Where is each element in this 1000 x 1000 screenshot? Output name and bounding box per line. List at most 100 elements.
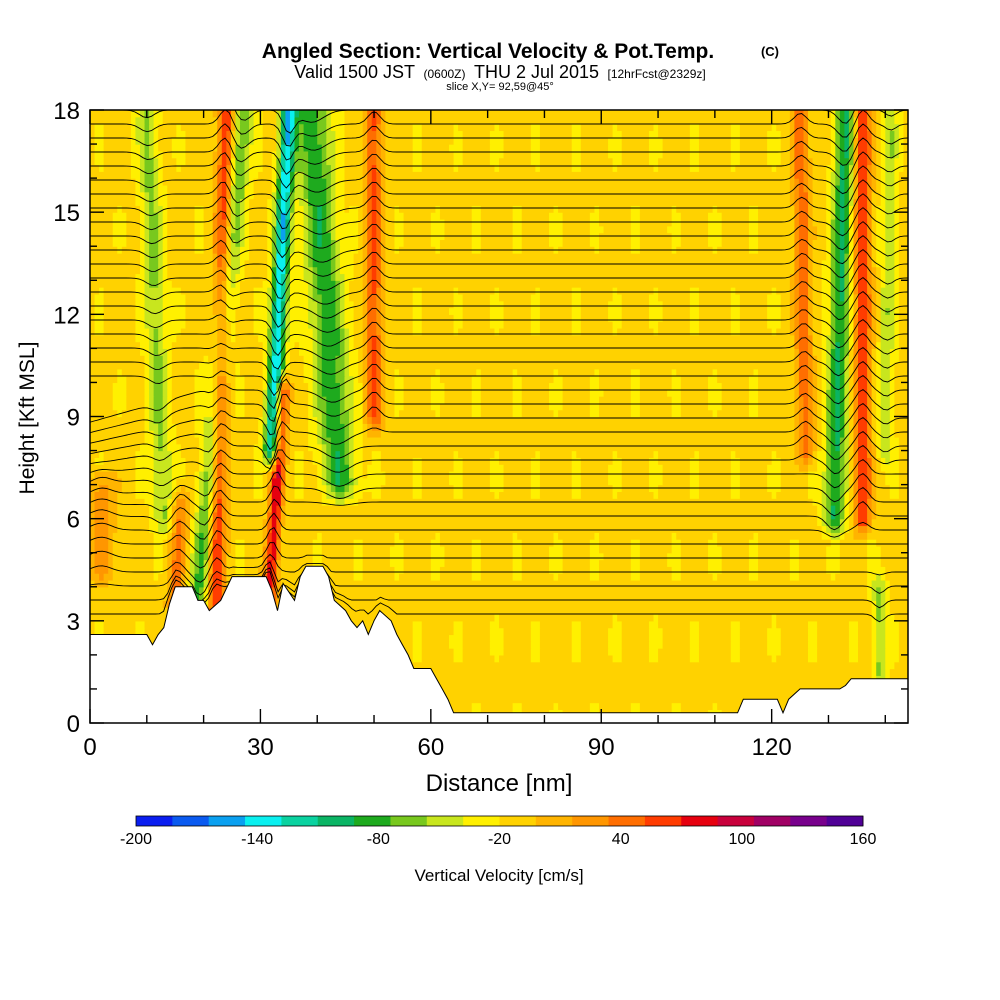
velocity-cell: [880, 668, 886, 676]
velocity-cell: [285, 491, 296, 499]
velocity-cell: [339, 266, 355, 275]
velocity-cell: [858, 375, 868, 384]
velocity-cell: [285, 130, 291, 138]
velocity-cell: [789, 280, 795, 288]
velocity-cell: [144, 137, 150, 145]
velocity-cell: [189, 539, 196, 547]
velocity-cell: [312, 382, 318, 390]
velocity-cell: [571, 137, 582, 145]
velocity-cell: [335, 484, 346, 493]
velocity-cell: [898, 470, 908, 479]
velocity-cell: [594, 532, 600, 540]
velocity-cell: [235, 362, 241, 370]
velocity-cell: [480, 545, 514, 554]
velocity-cell: [149, 355, 155, 363]
velocity-cell: [339, 287, 346, 295]
velocity-cell: [199, 566, 205, 574]
velocity-cell: [898, 171, 908, 179]
velocity-cell: [794, 123, 805, 132]
velocity-cell: [839, 232, 845, 241]
velocity-cell: [230, 273, 237, 281]
velocity-cell: [149, 259, 159, 268]
velocity-cell: [339, 321, 346, 329]
velocity-cell: [708, 389, 723, 397]
velocity-cell: [898, 443, 908, 452]
velocity-cell: [230, 137, 237, 145]
velocity-cell: [335, 470, 341, 479]
velocity-cell: [135, 273, 146, 281]
velocity-cell: [844, 484, 850, 493]
velocity-cell: [885, 212, 895, 220]
velocity-cell: [344, 178, 364, 186]
velocity-cell: [321, 293, 336, 302]
velocity-cell: [767, 464, 782, 472]
velocity-cell: [108, 552, 114, 561]
velocity-cell: [830, 341, 836, 349]
velocity-cell: [808, 634, 818, 642]
velocity-cell: [903, 144, 908, 152]
velocity-cell: [362, 218, 368, 227]
velocity-cell: [771, 654, 777, 663]
velocity-cell: [167, 511, 173, 520]
velocity-cell: [780, 464, 800, 472]
velocity-cell: [185, 525, 191, 533]
velocity-cell: [889, 396, 895, 404]
velocity-cell: [794, 321, 800, 329]
velocity-cell: [598, 375, 632, 384]
velocity-cell: [276, 464, 282, 472]
velocity-cell: [212, 212, 218, 220]
velocity-cell: [830, 389, 836, 397]
velocity-cell: [830, 430, 836, 438]
velocity-cell: [821, 368, 827, 377]
velocity-cell: [208, 545, 214, 554]
velocity-cell: [830, 382, 836, 390]
velocity-cell: [280, 205, 287, 213]
velocity-cell: [189, 545, 196, 554]
velocity-cell: [817, 355, 823, 363]
velocity-cell: [335, 130, 346, 138]
theta-contour-line: [90, 235, 908, 273]
velocity-cell: [889, 423, 895, 431]
velocity-cell: [871, 334, 877, 343]
velocity-cell: [280, 532, 318, 540]
velocity-cell: [876, 130, 882, 138]
velocity-cell: [230, 171, 237, 179]
velocity-cell: [339, 402, 346, 411]
velocity-cell: [376, 184, 382, 193]
velocity-cell: [808, 654, 818, 663]
velocity-cell: [821, 409, 827, 418]
velocity-cell: [135, 477, 155, 486]
velocity-cell: [308, 321, 318, 329]
velocity-cell: [767, 307, 782, 315]
velocity-cell: [321, 300, 336, 309]
velocity-cell: [835, 280, 841, 288]
velocity-cell: [276, 545, 282, 554]
velocity-cell: [253, 321, 268, 329]
velocity-cell: [144, 150, 150, 159]
velocity-cell: [249, 198, 268, 206]
velocity-cell: [180, 579, 187, 588]
velocity-cell: [335, 321, 341, 329]
velocity-cell: [317, 470, 323, 479]
velocity-cell: [571, 157, 582, 166]
velocity-cell: [689, 287, 700, 295]
velocity-cell: [267, 457, 273, 465]
velocity-cell: [358, 477, 386, 486]
velocity-cell: [758, 552, 791, 561]
velocity-cell: [353, 443, 364, 452]
velocity-cell: [767, 641, 782, 649]
velocity-cell: [680, 396, 709, 404]
velocity-cell: [503, 648, 532, 656]
velocity-cell: [244, 232, 250, 241]
velocity-cell: [680, 539, 709, 547]
velocity-cell: [898, 477, 908, 486]
velocity-cell: [503, 307, 532, 315]
velocity-cell: [171, 518, 177, 527]
velocity-cell: [867, 402, 873, 411]
velocity-cell: [167, 389, 173, 397]
velocity-cell: [698, 164, 732, 172]
velocity-cell: [199, 559, 205, 567]
velocity-cell: [330, 443, 346, 452]
velocity-cell: [289, 130, 296, 138]
velocity-cell: [794, 355, 800, 363]
